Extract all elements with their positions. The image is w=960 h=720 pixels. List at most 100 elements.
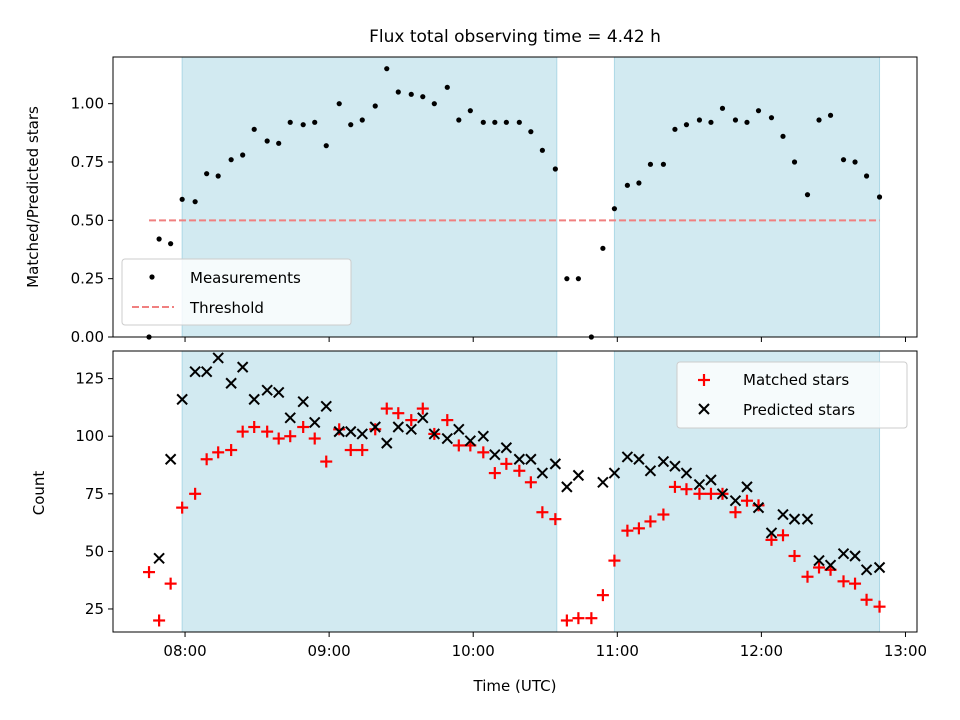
x-tick-label: 11:00: [596, 642, 639, 660]
measurement-point: [647, 161, 654, 167]
predicted-star-point: [849, 550, 861, 562]
predicted-star-point: [824, 559, 837, 571]
y-tick-label: 100: [75, 427, 104, 445]
measurement-point: [732, 117, 739, 123]
measurement-point: [287, 119, 293, 125]
predicted-star-point: [657, 455, 670, 468]
matched-star-point: [236, 425, 249, 438]
y-tick-label: 25: [85, 600, 104, 618]
measurement-point: [791, 159, 798, 165]
matched-star-point: [668, 480, 681, 493]
predicted-star-point: [200, 366, 213, 378]
matched-star-point: [813, 561, 826, 574]
predicted-star-point: [272, 386, 285, 399]
matched-star-point: [344, 444, 357, 457]
predicted-star-point: [513, 453, 526, 465]
measurement-point: [528, 129, 534, 135]
measurement-point: [876, 194, 883, 200]
y-tick-label: 75: [85, 485, 104, 503]
matched-star-point: [572, 612, 585, 625]
x-tick-label: 09:00: [308, 642, 351, 660]
measurement-point: [384, 66, 390, 72]
measurement-point: [660, 161, 667, 167]
predicted-star-point: [309, 416, 321, 429]
measurement-point: [467, 108, 473, 114]
matched-star-point: [585, 612, 598, 625]
predicted-star-point: [536, 467, 549, 479]
matched-star-point: [189, 487, 202, 500]
matched-star-point: [176, 501, 189, 514]
predicted-star-point: [549, 458, 562, 470]
legend-measurements-label: Measurements: [190, 269, 301, 287]
predicted-star-point: [729, 495, 742, 507]
measurement-point: [420, 94, 426, 100]
top-legend: Measurements Threshold: [121, 258, 352, 326]
matched-star-point: [849, 577, 862, 590]
matched-star-point: [416, 402, 429, 415]
predicted-star-point: [680, 467, 693, 479]
bottom-legend: Matched stars Predicted stars: [676, 361, 908, 429]
measurement-point: [636, 180, 642, 186]
matched-star-point: [369, 423, 382, 436]
measurement-point: [852, 159, 858, 165]
measurement-point: [204, 171, 210, 177]
matched-star-point: [704, 487, 717, 500]
measurement-point: [276, 140, 282, 146]
measurement-point: [395, 89, 401, 95]
chart-title: Flux total observing time = 4.42 h: [369, 27, 661, 47]
predicted-star-point: [765, 527, 778, 539]
predicted-star-point: [356, 428, 368, 440]
matched-star-point: [477, 446, 490, 459]
predicted-star-point: [212, 352, 224, 364]
measurement-point: [312, 119, 318, 125]
top-y-axis: 0.00 0.25 0.50 0.75 1.00: [71, 95, 113, 346]
predicted-star-point: [477, 430, 490, 442]
shaded-interval: [613, 56, 881, 338]
matched-star-point: [657, 508, 670, 521]
legend-threshold-label: Threshold: [189, 299, 264, 317]
measurement-point: [408, 91, 414, 97]
x-tick-label: 12:00: [740, 642, 783, 660]
x-tick-label: 08:00: [163, 642, 206, 660]
measurement-point: [323, 143, 329, 149]
matched-star-point: [524, 476, 537, 489]
measurement-point: [600, 245, 606, 251]
predicted-star-point: [741, 481, 753, 493]
predicted-star-point: [500, 442, 513, 454]
legend-predicted-label: Predicted stars: [743, 401, 855, 419]
matched-star-point: [441, 414, 454, 427]
measurement-point: [816, 117, 822, 123]
predicted-star-point: [236, 361, 249, 373]
matched-star-point: [392, 407, 405, 420]
measurement-point: [744, 119, 750, 125]
measurement-point: [336, 101, 342, 107]
measurement-point: [251, 126, 257, 132]
matched-star-point: [405, 414, 418, 427]
predicted-star-point: [813, 554, 825, 567]
predicted-star-point: [669, 460, 681, 472]
y-tick-label: 0.00: [71, 328, 104, 346]
measurement-point: [863, 173, 870, 179]
measurement-point: [179, 196, 185, 202]
bottom-y-axis-label: Count: [30, 471, 48, 516]
top-y-axis-label: Matched/Predicted stars: [24, 106, 42, 288]
y-tick-label: 1.00: [71, 95, 104, 113]
predicted-star-point: [716, 488, 729, 500]
measurement-point: [240, 152, 246, 158]
measurement-point: [840, 157, 847, 163]
predicted-star-point: [345, 425, 357, 438]
legend-matched-marker: [698, 374, 710, 386]
predicted-star-point: [297, 395, 309, 408]
predicted-star-point: [873, 561, 886, 574]
x-tick-label: 10:00: [452, 642, 495, 660]
matched-stars-points: [143, 402, 886, 627]
matched-star-point: [873, 600, 886, 613]
measurement-point: [696, 117, 703, 123]
measurement-point: [372, 103, 378, 109]
predicted-star-point: [392, 421, 404, 433]
measurement-point: [264, 138, 270, 144]
matched-star-point: [248, 421, 261, 434]
predicted-star-point: [284, 412, 296, 424]
matched-star-point: [513, 464, 526, 477]
predicted-star-point: [164, 453, 177, 465]
